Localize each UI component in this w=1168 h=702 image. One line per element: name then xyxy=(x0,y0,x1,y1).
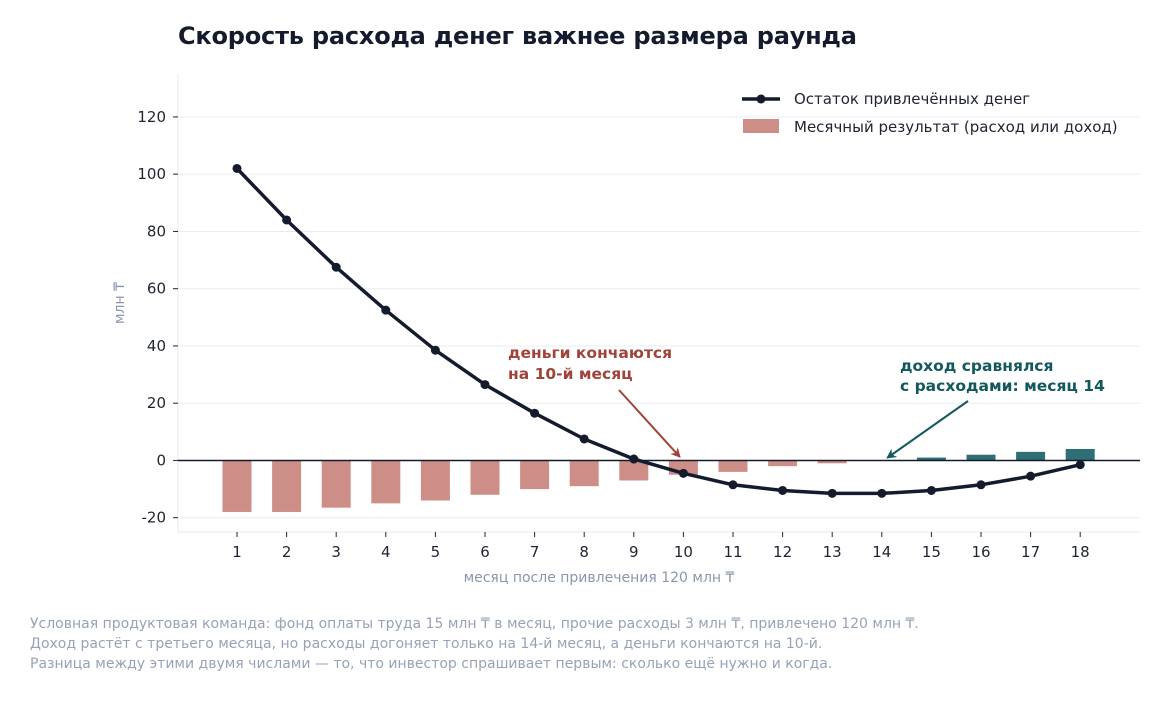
x-tick-label: 7 xyxy=(530,543,540,561)
x-tick-label: 16 xyxy=(971,543,990,561)
axis-titles: месяц после привлечения 120 млн ₸ млн ₸ xyxy=(112,282,735,586)
x-tick-label: 2 xyxy=(282,543,292,561)
y-tick-label: 0 xyxy=(156,451,166,469)
x-tick-label: 15 xyxy=(922,543,941,561)
line-series xyxy=(232,163,1085,498)
data-point xyxy=(381,305,391,315)
x-tick-label: 10 xyxy=(674,543,693,561)
legend-label: Месячный результат (расход или доход) xyxy=(794,118,1118,136)
data-point xyxy=(976,480,986,490)
data-point xyxy=(827,488,837,498)
data-point xyxy=(331,262,341,272)
annotations: деньги кончаются на 10-й месяц доход сравн… xyxy=(508,344,1105,459)
data-point xyxy=(480,380,490,390)
legend-label: Остаток привлечённых денег xyxy=(794,90,1030,108)
data-point xyxy=(1075,460,1085,470)
plot-frame xyxy=(177,74,1140,533)
y-axis-title: млн ₸ xyxy=(112,282,128,324)
bar xyxy=(371,460,401,504)
annotation-breakeven: доход сравнялся с расходами: месяц 14 xyxy=(900,357,1105,395)
footnote-line: Условная продуктовая команда: фонд оплат… xyxy=(30,616,919,632)
x-tick-label: 13 xyxy=(823,543,842,561)
chart-title: Скорость расхода денег важнее размера ра… xyxy=(178,22,857,50)
bar xyxy=(718,460,748,472)
data-point xyxy=(778,485,788,495)
annotation-arrow xyxy=(618,389,681,458)
annotation-line: деньги кончаются xyxy=(508,344,672,362)
annotation-line: с расходами: месяц 14 xyxy=(900,377,1105,395)
bar xyxy=(569,460,599,487)
bar xyxy=(272,460,302,512)
y-tick-label: 60 xyxy=(147,280,166,298)
balance-line xyxy=(235,167,1081,496)
x-axis-title: месяц после привлечения 120 млн ₸ xyxy=(464,570,735,586)
x-tick-label: 8 xyxy=(579,543,589,561)
data-point xyxy=(1026,471,1036,481)
footnote-line: Разница между этими двумя числами — то, … xyxy=(30,656,833,672)
legend: Остаток привлечённых денег Месячный резул… xyxy=(742,90,1118,136)
x-tick-label: 6 xyxy=(480,543,490,561)
bar xyxy=(619,460,649,481)
y-tick-label: 40 xyxy=(147,337,166,355)
data-point xyxy=(530,408,540,418)
data-point xyxy=(232,163,242,173)
x-axis: 1 2 3 4 5 6 7 8 9 10 11 12 13 14 15 16 17 18 xyxy=(232,532,1090,561)
annotation-line: доход сравнялся xyxy=(900,357,1053,375)
data-point xyxy=(678,468,688,478)
bar xyxy=(520,460,550,490)
annotation-runout: деньги кончаются на 10-й месяц xyxy=(508,344,672,383)
x-tick-label: 17 xyxy=(1021,543,1040,561)
bar-series xyxy=(222,448,1095,512)
data-point xyxy=(579,434,589,444)
x-tick-label: 18 xyxy=(1071,543,1090,561)
data-point xyxy=(728,480,738,490)
x-tick-label: 12 xyxy=(773,543,792,561)
bar xyxy=(470,460,500,495)
bar xyxy=(1065,448,1095,461)
x-tick-label: 9 xyxy=(629,543,639,561)
bar xyxy=(966,454,996,461)
x-tick-label: 14 xyxy=(872,543,891,561)
grid-lines xyxy=(178,116,1140,519)
y-tick-label: 100 xyxy=(137,165,166,183)
bar xyxy=(420,460,450,501)
y-tick-label: 20 xyxy=(147,394,166,412)
y-tick-label: 120 xyxy=(137,108,166,126)
bar xyxy=(768,460,798,467)
bar xyxy=(222,460,252,512)
y-tick-label: 80 xyxy=(147,222,166,240)
bar xyxy=(321,460,351,508)
data-point xyxy=(877,488,887,498)
x-tick-label: 3 xyxy=(331,543,341,561)
x-tick-label: 11 xyxy=(723,543,742,561)
x-tick-label: 5 xyxy=(431,543,441,561)
data-point xyxy=(282,215,292,225)
legend-bar-swatch xyxy=(743,119,779,133)
legend-line-marker xyxy=(756,94,766,104)
bar xyxy=(916,457,946,461)
annotation-arrow xyxy=(886,400,969,459)
bar xyxy=(817,460,847,464)
annotation-line: на 10-й месяц xyxy=(508,365,633,383)
x-tick-label: 4 xyxy=(381,543,391,561)
footnote-line: Доход растёт с третьего месяца, но расхо… xyxy=(30,636,823,652)
data-point xyxy=(629,454,639,464)
x-tick-label: 1 xyxy=(232,543,242,561)
bar xyxy=(1016,451,1046,461)
footnote: Условная продуктовая команда: фонд оплат… xyxy=(30,614,919,674)
y-axis: -20 0 20 40 60 80 100 120 xyxy=(137,108,178,527)
data-point xyxy=(430,345,440,355)
y-tick-label: -20 xyxy=(142,509,167,527)
data-point xyxy=(926,485,936,495)
